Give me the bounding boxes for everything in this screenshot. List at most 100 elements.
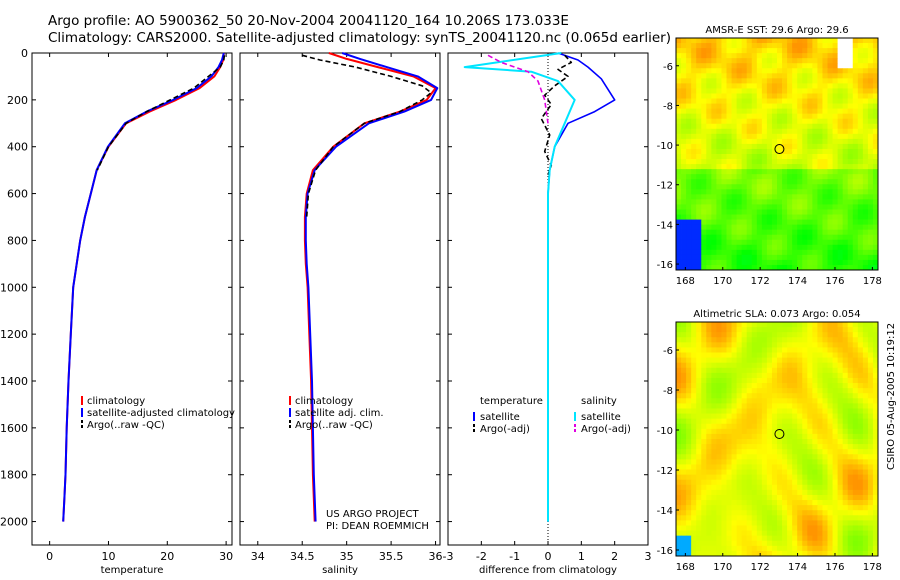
map-cell (766, 347, 773, 353)
map-cell (746, 103, 753, 110)
map-cell (676, 479, 682, 486)
map-cell (832, 214, 838, 220)
map-cell (766, 520, 773, 526)
map-cell (761, 322, 768, 328)
map-cell (676, 505, 682, 511)
map-cell (837, 219, 844, 226)
map-cell (867, 550, 874, 557)
map-cell (681, 428, 687, 435)
map-cell (847, 189, 854, 195)
map-cell (721, 332, 727, 338)
map-cell (711, 383, 717, 389)
map-cell (807, 83, 813, 89)
map-cell (872, 362, 879, 369)
map-cell (867, 143, 874, 150)
map-cell (867, 515, 874, 521)
map-cell (857, 53, 864, 59)
map-cell (756, 545, 763, 552)
map-cell (857, 439, 864, 445)
map-cell (736, 254, 743, 261)
map-cell (817, 189, 823, 195)
map-cell (822, 179, 828, 185)
map-cell (817, 138, 823, 145)
map-cell (867, 38, 874, 44)
map-cell (726, 362, 732, 369)
map-cell (681, 525, 687, 531)
map-cell (807, 154, 813, 160)
map-cell (807, 332, 813, 338)
map-cell (696, 83, 702, 89)
map-cell (797, 357, 803, 364)
map-cell (681, 474, 687, 481)
map-cell (741, 234, 748, 241)
map-cell (691, 393, 697, 399)
map-cell (701, 179, 707, 185)
map-cell (701, 337, 707, 343)
map-cell (706, 484, 712, 491)
map-cell (812, 393, 818, 399)
map-cell (842, 439, 849, 445)
map-cell (771, 224, 778, 231)
map-cell (711, 347, 717, 353)
map-cell (807, 159, 813, 165)
map-cell (701, 545, 707, 552)
map-cell (807, 510, 813, 516)
map-cell (676, 545, 682, 552)
map-cell (746, 357, 753, 364)
map-cell (731, 63, 737, 69)
map-cell (696, 484, 702, 491)
map-cell (842, 58, 849, 64)
map-cell (711, 393, 717, 399)
map-cell (716, 398, 722, 404)
map-cell (706, 58, 712, 64)
map-cell (721, 525, 727, 531)
map-cell (777, 327, 783, 333)
map-cell (867, 454, 874, 460)
map-cell (731, 337, 737, 343)
map-cell (817, 58, 823, 64)
map-cell (736, 259, 743, 266)
map-cell (711, 58, 717, 64)
map-cell (782, 249, 788, 256)
map-cell (706, 545, 712, 552)
map-cell (731, 362, 737, 369)
map-cell (771, 133, 778, 140)
map-cell (867, 244, 874, 251)
map-cell (777, 530, 783, 537)
map-cell (701, 347, 707, 353)
map-cell (711, 413, 717, 420)
map-x-tick-label: 172 (751, 276, 770, 287)
map-cell (721, 449, 727, 455)
map-cell (681, 505, 687, 511)
map-cell (761, 408, 768, 414)
map-cell (822, 383, 828, 389)
map-cell (832, 367, 838, 374)
map-cell (761, 118, 768, 125)
map-cell (837, 367, 844, 374)
map-cell (696, 408, 702, 414)
map-cell (797, 68, 803, 74)
map-cell (857, 449, 864, 455)
map-cell (842, 464, 849, 470)
map-cell (847, 103, 854, 110)
map-cell (827, 103, 833, 110)
y-tick-label: 1200 (0, 328, 28, 341)
map-cell (802, 357, 808, 364)
map-cell (832, 103, 838, 110)
map-cell (867, 48, 874, 54)
map-cell (751, 244, 758, 251)
map-cell (751, 474, 758, 481)
map-cell (746, 159, 753, 165)
map-cell (832, 43, 838, 49)
map-cell (731, 224, 737, 231)
map-cell (736, 58, 743, 64)
map-cell (746, 459, 753, 465)
map-cell (862, 179, 869, 185)
map-cell (827, 489, 833, 496)
map-cell (711, 179, 717, 185)
map-cell (686, 418, 692, 425)
map-cell (872, 143, 879, 150)
map-cell (812, 479, 818, 486)
map-cell (751, 428, 758, 435)
map-cell (721, 418, 727, 425)
